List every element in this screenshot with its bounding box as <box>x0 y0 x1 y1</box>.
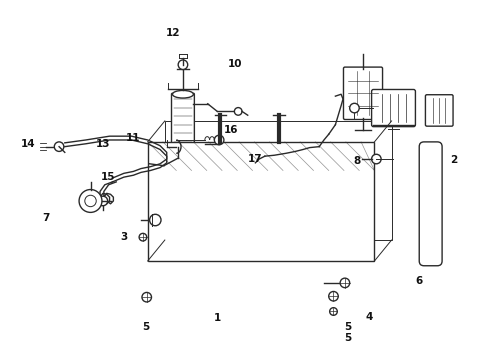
Circle shape <box>54 142 64 152</box>
Text: 7: 7 <box>42 213 49 223</box>
Text: 3: 3 <box>120 232 127 242</box>
Circle shape <box>149 214 161 226</box>
Text: 14: 14 <box>21 139 36 149</box>
FancyBboxPatch shape <box>343 67 383 120</box>
Circle shape <box>340 278 350 288</box>
Circle shape <box>98 196 108 206</box>
Text: 10: 10 <box>228 59 243 69</box>
Text: 16: 16 <box>223 125 238 135</box>
Text: 5: 5 <box>142 322 149 332</box>
FancyBboxPatch shape <box>419 142 442 266</box>
FancyBboxPatch shape <box>425 95 453 126</box>
Circle shape <box>139 233 147 241</box>
Text: 5: 5 <box>344 333 351 343</box>
Ellipse shape <box>172 90 194 98</box>
Text: 17: 17 <box>248 154 263 164</box>
Text: 9: 9 <box>489 225 490 235</box>
Circle shape <box>350 103 359 113</box>
Text: 15: 15 <box>100 172 115 182</box>
Text: 5: 5 <box>344 322 351 332</box>
Text: 2: 2 <box>450 155 457 165</box>
Circle shape <box>85 195 96 207</box>
Text: 6: 6 <box>416 276 423 286</box>
Text: 8: 8 <box>354 156 361 166</box>
Circle shape <box>215 135 224 145</box>
Circle shape <box>178 60 188 69</box>
Circle shape <box>234 108 242 115</box>
Circle shape <box>329 292 338 301</box>
Text: 1: 1 <box>214 313 221 323</box>
Circle shape <box>142 292 151 302</box>
Circle shape <box>330 308 337 315</box>
Bar <box>165 121 392 240</box>
Text: 12: 12 <box>166 28 181 38</box>
Text: 4: 4 <box>366 312 373 322</box>
Text: 11: 11 <box>126 133 141 143</box>
FancyBboxPatch shape <box>371 90 416 127</box>
Bar <box>147 142 374 261</box>
Circle shape <box>79 189 102 212</box>
Circle shape <box>371 154 381 164</box>
FancyBboxPatch shape <box>172 93 195 148</box>
Text: 13: 13 <box>96 139 110 149</box>
